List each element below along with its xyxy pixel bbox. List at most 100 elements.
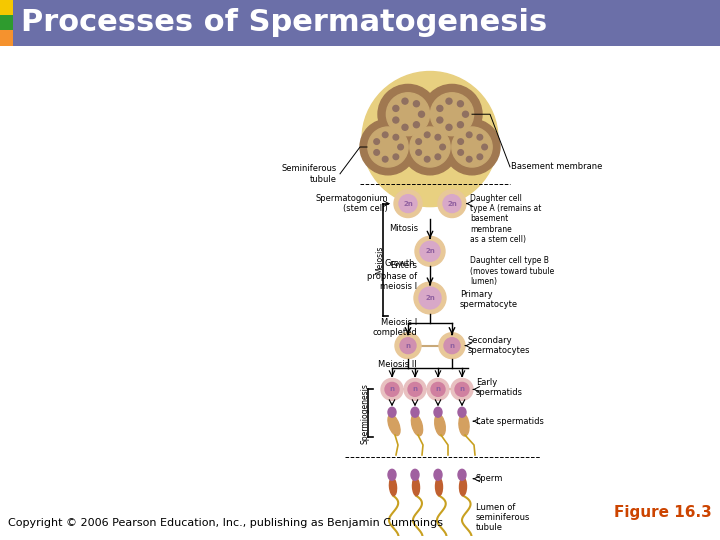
Ellipse shape	[436, 478, 443, 496]
Text: Sperm: Sperm	[476, 474, 503, 483]
Circle shape	[457, 101, 464, 107]
Text: n: n	[405, 343, 410, 349]
Circle shape	[467, 132, 472, 138]
Text: Figure 16.3: Figure 16.3	[614, 505, 712, 521]
Text: Meiosis: Meiosis	[376, 246, 384, 274]
Circle shape	[378, 84, 438, 144]
Circle shape	[469, 144, 475, 150]
Circle shape	[477, 134, 482, 140]
Ellipse shape	[390, 478, 397, 496]
Text: Mitosis: Mitosis	[389, 224, 418, 233]
Text: Daughter cell
type A (remains at
basement
membrane
as a stem cell): Daughter cell type A (remains at basemen…	[470, 194, 541, 244]
Ellipse shape	[388, 415, 400, 436]
Circle shape	[467, 157, 472, 162]
Ellipse shape	[435, 414, 445, 436]
Ellipse shape	[434, 407, 442, 417]
Circle shape	[413, 101, 420, 107]
Circle shape	[440, 144, 446, 150]
Text: Daughter cell type B
(moves toward tubule
lumen): Daughter cell type B (moves toward tubul…	[470, 256, 554, 286]
Ellipse shape	[459, 414, 469, 436]
Circle shape	[457, 122, 464, 127]
Text: n: n	[459, 387, 464, 393]
Circle shape	[427, 379, 449, 400]
Circle shape	[393, 117, 399, 123]
Circle shape	[458, 139, 464, 144]
Text: Meiosis II: Meiosis II	[378, 360, 417, 369]
Circle shape	[482, 144, 487, 150]
Circle shape	[437, 117, 443, 123]
Text: n: n	[436, 387, 441, 393]
Text: Enters
prophase of
meiosis I: Enters prophase of meiosis I	[367, 261, 417, 291]
Circle shape	[374, 150, 379, 155]
Text: Seminiferous
tubule: Seminiferous tubule	[282, 164, 337, 184]
Text: Processes of Spermatogenesis: Processes of Spermatogenesis	[21, 8, 547, 37]
Circle shape	[404, 379, 426, 400]
Text: Early
spermatids: Early spermatids	[476, 377, 523, 397]
Circle shape	[393, 105, 399, 111]
Bar	[0, 30, 13, 45]
Text: Basement membrane: Basement membrane	[511, 163, 603, 171]
Circle shape	[408, 382, 422, 396]
Circle shape	[387, 93, 430, 136]
Text: n: n	[449, 343, 454, 349]
Text: n: n	[390, 387, 395, 393]
Ellipse shape	[458, 407, 466, 417]
Circle shape	[385, 382, 399, 396]
Circle shape	[444, 119, 500, 175]
Circle shape	[410, 127, 450, 167]
Text: n: n	[413, 387, 418, 393]
Circle shape	[424, 132, 430, 138]
Circle shape	[455, 382, 469, 396]
Circle shape	[402, 119, 458, 175]
Circle shape	[405, 111, 412, 118]
Circle shape	[427, 144, 433, 150]
Circle shape	[446, 124, 452, 130]
Circle shape	[422, 84, 482, 144]
Circle shape	[402, 98, 408, 104]
Circle shape	[462, 111, 469, 117]
Bar	[0, 0, 13, 15]
Circle shape	[413, 122, 420, 127]
Circle shape	[419, 287, 441, 309]
Circle shape	[397, 144, 403, 150]
Text: Lumen of
seminiferous
tubule: Lumen of seminiferous tubule	[476, 503, 531, 532]
Ellipse shape	[388, 469, 396, 480]
Ellipse shape	[411, 407, 419, 417]
Circle shape	[384, 144, 392, 150]
Circle shape	[360, 119, 416, 175]
Circle shape	[393, 134, 399, 140]
Circle shape	[424, 157, 430, 162]
Text: 2n: 2n	[425, 295, 435, 301]
Text: Growth: Growth	[384, 259, 415, 268]
Ellipse shape	[413, 478, 420, 496]
Circle shape	[449, 111, 456, 118]
Circle shape	[435, 154, 441, 160]
Text: Meiosis I
completed: Meiosis I completed	[372, 318, 417, 338]
Circle shape	[437, 105, 443, 111]
Circle shape	[362, 71, 498, 207]
Bar	[0, 0, 720, 45]
Text: 2n: 2n	[447, 201, 457, 207]
Circle shape	[399, 195, 417, 213]
Bar	[0, 15, 13, 30]
Circle shape	[435, 134, 441, 140]
Circle shape	[416, 139, 421, 144]
Circle shape	[477, 154, 482, 160]
Circle shape	[368, 127, 408, 167]
Text: Spermatogonium
(stem cell): Spermatogonium (stem cell)	[315, 194, 388, 213]
Circle shape	[438, 190, 466, 218]
Text: Spermiogenesis: Spermiogenesis	[361, 383, 369, 444]
Circle shape	[431, 93, 474, 136]
Ellipse shape	[388, 407, 396, 417]
Text: Primary
spermatocyte: Primary spermatocyte	[460, 290, 518, 309]
Circle shape	[451, 379, 473, 400]
Ellipse shape	[434, 469, 442, 480]
Circle shape	[416, 150, 421, 155]
Ellipse shape	[411, 469, 419, 480]
Circle shape	[452, 127, 492, 167]
Ellipse shape	[411, 415, 423, 436]
Circle shape	[439, 333, 465, 359]
Circle shape	[395, 333, 421, 359]
Text: Late spermatids: Late spermatids	[476, 417, 544, 426]
Circle shape	[393, 154, 399, 160]
